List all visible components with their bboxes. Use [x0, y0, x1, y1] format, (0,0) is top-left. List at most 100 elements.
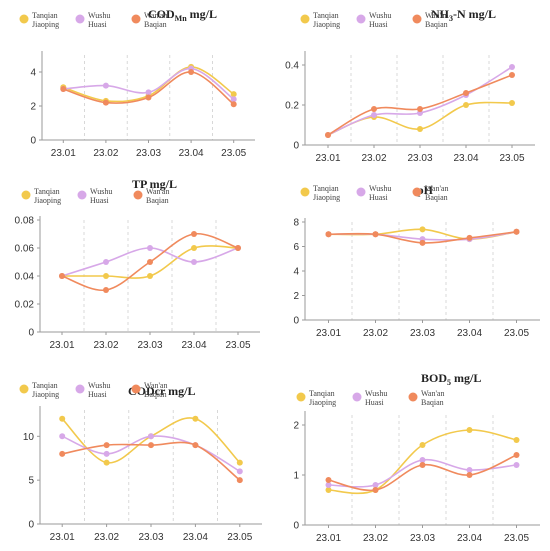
legend-label-line2: Huasi	[369, 20, 388, 29]
legend-label-line1: Tanqian	[309, 389, 335, 398]
data-point	[147, 245, 153, 251]
x-tick-label: 23.04	[183, 532, 208, 543]
series-line	[61, 435, 241, 473]
legend-label-line2: Jiaoping	[313, 20, 340, 29]
x-tick-label: 23.01	[51, 148, 76, 159]
chart-title-unit: -N mg/L	[453, 7, 496, 21]
x-tick-label: 23.02	[93, 148, 118, 159]
data-point	[509, 72, 515, 78]
x-tick-label: 23.04	[457, 328, 482, 339]
data-point	[371, 106, 377, 112]
x-tick-label: 23.05	[227, 532, 252, 543]
legend-marker	[19, 14, 29, 24]
y-tick-label: 2	[293, 421, 299, 432]
x-tick-label: 23.04	[179, 148, 204, 159]
y-tick-label: 8	[293, 218, 299, 229]
legend-label-line2: Huasi	[88, 20, 107, 29]
series-wan-an-baqian	[325, 72, 515, 138]
legend-label-line2: Jiaoping	[34, 196, 61, 205]
chart-title-unit: mg/L	[147, 177, 177, 191]
legend-label-line1: Tanqian	[32, 11, 58, 20]
chart-title-unit: mg/L	[165, 384, 195, 398]
y-tick-label: 0.06	[15, 244, 35, 255]
data-point	[192, 442, 199, 449]
legend-label-line2: Jiaoping	[32, 390, 59, 399]
x-tick-label: 23.05	[504, 533, 529, 544]
data-point	[147, 259, 153, 265]
chart-title: TP mg/L	[132, 177, 177, 191]
series-wushu-huasi	[325, 457, 520, 488]
x-tick-label: 23.05	[225, 340, 250, 351]
legend-marker	[75, 384, 85, 394]
chart-title-main: COD	[148, 7, 175, 21]
x-tick-label: 23.05	[499, 153, 524, 164]
y-tick-label: 0.2	[285, 101, 299, 112]
data-point	[59, 433, 66, 440]
series-wushu-huasi	[59, 433, 243, 475]
data-point	[372, 231, 379, 238]
data-point	[372, 487, 379, 493]
data-point	[513, 462, 520, 468]
legend-label-line2: Baqian	[146, 196, 169, 205]
data-point	[148, 433, 154, 440]
data-point	[419, 462, 426, 468]
chart-title: CODMn mg/L	[148, 7, 217, 23]
y-tick-label: 0	[28, 520, 34, 531]
data-point	[419, 226, 426, 233]
legend-marker	[408, 392, 418, 402]
legend-label-line2: Baqian	[421, 398, 444, 407]
data-point	[102, 82, 109, 89]
y-tick-label: 2	[30, 102, 36, 113]
data-point	[509, 100, 515, 106]
legend-marker	[19, 384, 29, 394]
series-wan-an-baqian	[325, 228, 520, 246]
x-tick-label: 23.03	[407, 153, 432, 164]
legend-marker	[296, 392, 306, 402]
data-point	[236, 468, 243, 475]
x-tick-label: 23.02	[363, 328, 388, 339]
series-wan-an-baqian	[60, 69, 237, 108]
legend-marker	[131, 14, 141, 24]
x-tick-label: 23.01	[50, 532, 75, 543]
legend-label-line1: Wan'an	[144, 381, 167, 390]
legend-label-line1: Wan'an	[146, 187, 169, 196]
legend-label-line2: Jiaoping	[309, 398, 336, 407]
y-tick-label: 4	[30, 68, 36, 79]
data-point	[235, 245, 241, 251]
legend-label-line2: Huasi	[365, 398, 384, 407]
data-point	[230, 101, 237, 108]
series-wan-an-baqian	[325, 452, 520, 493]
data-point	[513, 452, 520, 458]
y-tick-label: 0.02	[15, 300, 35, 311]
legend-label-line2: Baqian	[425, 193, 448, 202]
data-point	[463, 90, 469, 96]
data-point	[103, 273, 109, 279]
data-point	[188, 69, 195, 75]
x-tick-label: 23.01	[316, 533, 341, 544]
data-point	[513, 228, 520, 235]
series-line	[327, 66, 513, 136]
legend-marker	[356, 187, 366, 197]
legend-label-line2: Baqian	[144, 20, 167, 29]
data-point	[236, 459, 243, 466]
legend-label-line1: Wan'an	[421, 389, 444, 398]
data-point	[371, 112, 377, 118]
legend-label-line1: Tanqian	[313, 11, 339, 20]
legend-label-line2: Jiaoping	[32, 20, 59, 29]
x-tick-label: 23.03	[410, 533, 435, 544]
y-tick-label: 6	[293, 242, 299, 253]
y-tick-label: 0	[293, 316, 299, 327]
x-tick-label: 23.02	[93, 340, 118, 351]
legend-label-line1: Wushu	[369, 11, 391, 20]
legend-marker	[75, 14, 85, 24]
chart-title-unit: mg/L	[451, 371, 481, 385]
